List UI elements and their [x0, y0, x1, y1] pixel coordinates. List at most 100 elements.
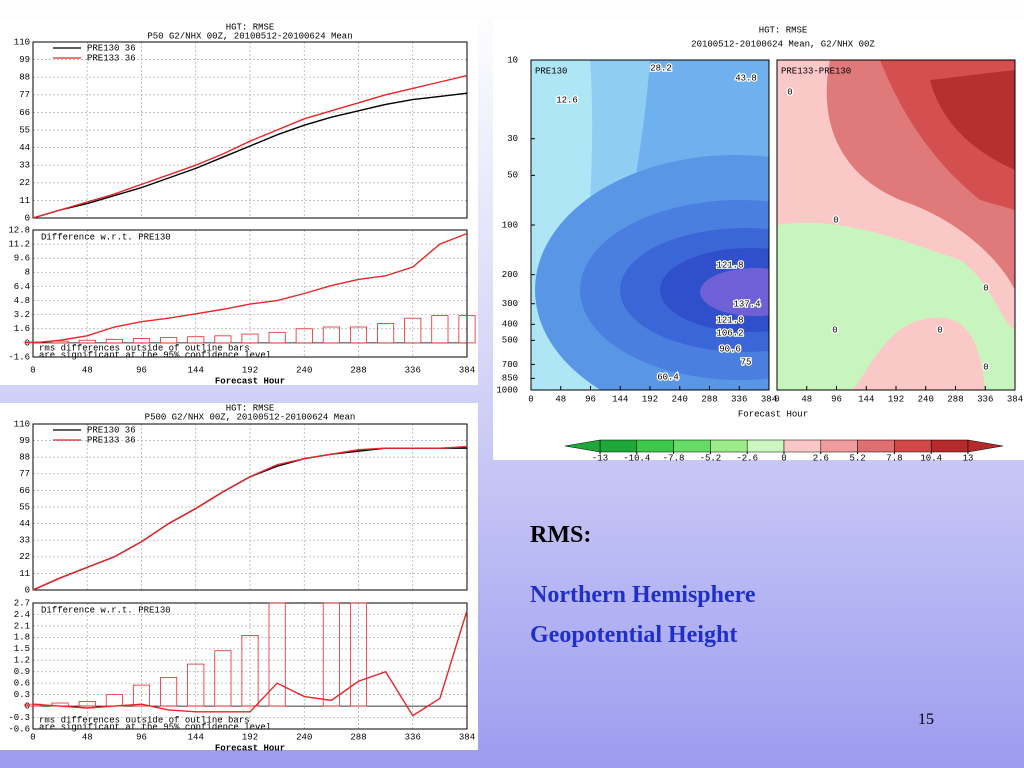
colorbar-label: 2.6 [813, 453, 829, 463]
y-tick-label: -0.6 [8, 724, 30, 734]
x-tick-label: 48 [82, 732, 93, 742]
contour-fill [777, 60, 1015, 390]
contour-label: 12.6 [556, 95, 578, 105]
y-tick-label: 33 [19, 161, 30, 171]
y-tick-label: 9.6 [14, 254, 30, 264]
x-tick-label: 288 [350, 365, 366, 375]
x-tick-label: 288 [947, 394, 963, 404]
contour-label: 0 [983, 362, 988, 372]
significance-bar [268, 602, 286, 707]
colorbar-end [967, 439, 1004, 453]
x-axis-label: Forecast Hour [215, 743, 285, 753]
chart-title: Difference w.r.t. PRE130 [41, 232, 171, 242]
chart-title: HGT: RMSE [226, 22, 275, 32]
x-tick-label: 288 [350, 732, 366, 742]
colorbar-swatch [746, 439, 785, 453]
y-tick-label: 44 [19, 143, 30, 153]
significance-bar [160, 677, 178, 707]
y-tick-label: 6.4 [14, 282, 30, 292]
colorbar-swatch [710, 439, 748, 453]
x-axis-label: Forecast Hour [215, 376, 285, 386]
y-tick-label: 11.2 [8, 239, 30, 249]
y-tick-label: 0 [25, 585, 30, 595]
significance-bar [322, 602, 340, 707]
contour-label: 28.2 [650, 63, 672, 73]
colorbar-label: -10.4 [623, 453, 650, 463]
significance-bar [132, 338, 151, 344]
chart-subtitle: P50 G2/NHX 00Z, 20100512-20100624 Mean [147, 31, 352, 41]
y-tick-label: 0 [25, 213, 30, 223]
x-tick-label: 0 [528, 394, 533, 404]
plot-frame [32, 423, 468, 591]
significance-bar [295, 328, 313, 344]
slide-heading: RMS: [530, 522, 591, 548]
x-tick-label: 96 [136, 365, 147, 375]
annotation: rms differences outside of outline bars [39, 715, 250, 725]
colorbar-end [564, 439, 601, 453]
chart-background [0, 20, 478, 385]
slide-subtitle: Northern Hemisphere [530, 582, 756, 608]
chart-background [0, 403, 478, 750]
legend-label: PRE133 36 [87, 53, 136, 63]
colorbar-label: 13 [963, 453, 974, 463]
y-tick-label: 22 [19, 552, 30, 562]
x-tick-label: 240 [296, 732, 312, 742]
chart-title: HGT: RMSE [759, 25, 808, 35]
significance-bar [187, 663, 205, 707]
significance-bar [160, 337, 178, 344]
y-tick-label: 30 [507, 134, 518, 144]
x-tick-label: 144 [188, 732, 204, 742]
y-tick-label: 55 [19, 502, 30, 512]
chart-title: Difference w.r.t. PRE130 [41, 605, 171, 615]
y-tick-label: 1.8 [14, 633, 30, 643]
contour-label: 137.4 [733, 299, 760, 309]
colorbar-swatch [636, 439, 674, 453]
y-tick-label: 100 [502, 220, 518, 230]
panel-title: PRE133-PRE130 [781, 66, 851, 76]
colorbar-label: 10.4 [920, 453, 942, 463]
y-tick-label: 2.1 [14, 621, 30, 631]
contour-label: 0 [832, 325, 837, 335]
plot-frame [32, 602, 468, 730]
y-tick-label: 11 [19, 196, 30, 206]
y-tick-label: 1.2 [14, 656, 30, 666]
y-tick-label: -0.3 [8, 713, 30, 723]
contour-label: 121.8 [716, 260, 743, 270]
contour-label: 0 [833, 215, 838, 225]
contour-label: 121.8 [716, 315, 743, 325]
colorbar-swatch [783, 439, 822, 453]
colorbar-label: 0 [781, 453, 786, 463]
x-tick-label: 48 [801, 394, 812, 404]
y-tick-label: 2.4 [14, 610, 30, 620]
x-tick-label: 240 [918, 394, 934, 404]
significance-bar [132, 684, 151, 707]
significance-bar [458, 315, 476, 344]
x-tick-label: 96 [831, 394, 842, 404]
significance-bar [349, 602, 368, 707]
y-tick-label: 1.5 [14, 644, 30, 654]
x-tick-label: 144 [612, 394, 628, 404]
chart-subtitle: 20100512-20100624 Mean, G2/NHX 00Z [691, 39, 875, 49]
panel-title: PRE130 [535, 66, 567, 76]
significance-bar [187, 336, 205, 344]
colorbar-label: 7.8 [886, 453, 902, 463]
x-tick-label: 288 [701, 394, 717, 404]
y-tick-label: 300 [502, 299, 518, 309]
y-tick-label: 88 [19, 453, 30, 463]
significance-bar [322, 326, 340, 344]
y-tick-label: 77 [19, 90, 30, 100]
colorbar-label: -2.6 [736, 453, 758, 463]
series-line [32, 74, 468, 219]
significance-bar [51, 340, 69, 344]
x-tick-label: 384 [1007, 394, 1023, 404]
y-tick-label: 2.7 [14, 598, 30, 608]
contour-label: 43.8 [735, 73, 757, 83]
significance-bar [377, 323, 395, 344]
x-tick-label: 192 [888, 394, 904, 404]
y-tick-label: 850 [502, 374, 518, 384]
colorbar-swatch [673, 439, 711, 453]
y-tick-label: 110 [14, 37, 30, 47]
colorbar-swatch [894, 439, 932, 453]
y-tick-label: 99 [19, 436, 30, 446]
